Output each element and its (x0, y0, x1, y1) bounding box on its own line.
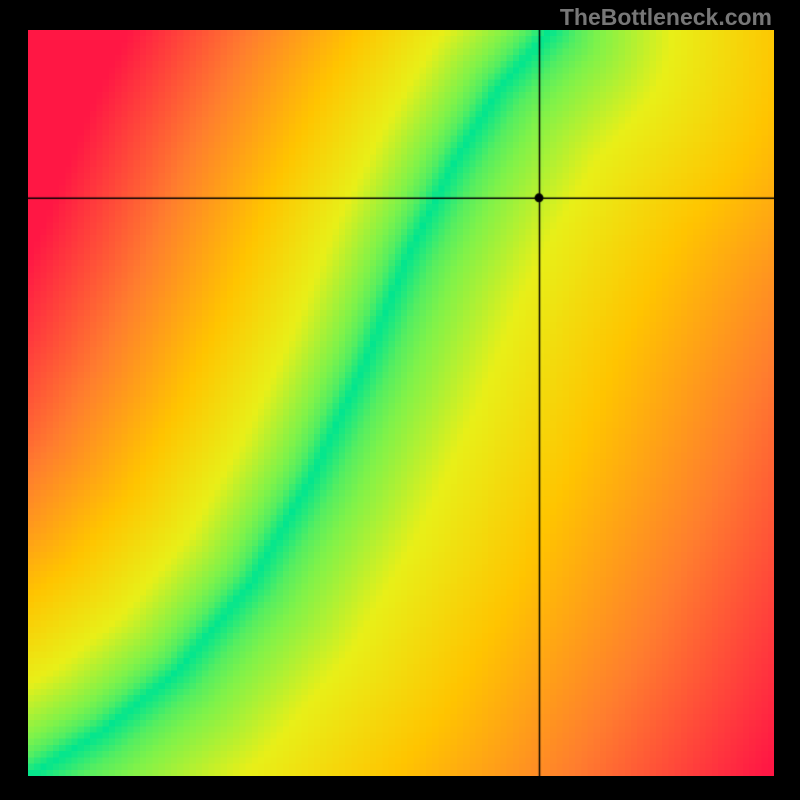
bottleneck-heatmap (28, 30, 774, 776)
chart-container: TheBottleneck.com (0, 0, 800, 800)
source-watermark: TheBottleneck.com (560, 4, 772, 31)
